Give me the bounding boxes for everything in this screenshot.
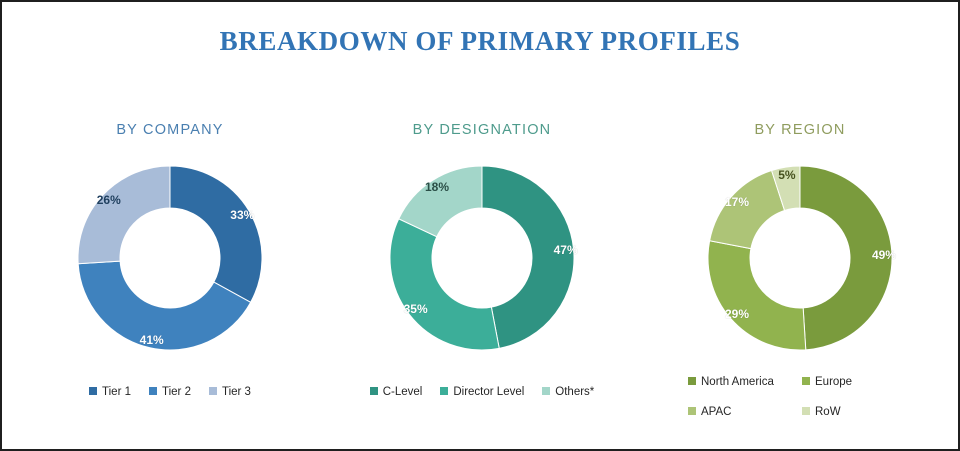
donut-slice[interactable] bbox=[709, 169, 786, 250]
legend-item[interactable]: Tier 1 bbox=[89, 382, 131, 404]
donut-slice[interactable] bbox=[77, 165, 171, 265]
legend-label: Tier 2 bbox=[162, 385, 191, 398]
legend-item[interactable]: RoW bbox=[802, 402, 912, 424]
legend-item[interactable]: Tier 2 bbox=[149, 382, 191, 404]
chart-title-by-region: BY REGION bbox=[754, 122, 846, 138]
legend-item[interactable]: APAC bbox=[688, 402, 798, 424]
legend-row: North America Europe bbox=[650, 368, 950, 398]
legend-by-region: North America Europe APAC RoW bbox=[650, 368, 950, 429]
donut-ring bbox=[389, 165, 575, 351]
legend-label: Tier 3 bbox=[221, 385, 251, 398]
chart-title-by-company: BY COMPANY bbox=[116, 122, 224, 138]
donut-ring bbox=[707, 165, 893, 351]
donut-slice[interactable] bbox=[389, 218, 500, 351]
legend-label: Others* bbox=[555, 385, 595, 398]
legend-swatch-icon bbox=[149, 386, 157, 395]
legend-label: Director Level bbox=[453, 385, 525, 398]
legend-item[interactable]: Others* bbox=[542, 382, 594, 404]
donut-chart-by-company[interactable]: 33% 41% 26% bbox=[72, 160, 268, 356]
donut-slice[interactable] bbox=[481, 165, 575, 349]
legend-swatch-icon bbox=[542, 386, 551, 395]
chart-title-by-designation: BY DESIGNATION bbox=[412, 122, 552, 138]
legend-label: C-Level bbox=[382, 385, 423, 398]
legend-by-company: Tier 1 Tier 2 Tier 3 bbox=[20, 378, 320, 408]
legend-row: Tier 1 Tier 2 Tier 3 bbox=[20, 378, 320, 408]
donut-slice[interactable] bbox=[169, 165, 263, 304]
legend-swatch-icon bbox=[89, 386, 98, 395]
legend-label: Tier 1 bbox=[102, 385, 131, 398]
legend-item[interactable]: Tier 3 bbox=[208, 382, 251, 404]
legend-label: RoW bbox=[815, 406, 841, 419]
legend-item[interactable]: North America bbox=[688, 372, 798, 394]
legend-label: North America bbox=[701, 375, 774, 388]
donut-slice[interactable] bbox=[77, 260, 252, 351]
legend-item[interactable]: Director Level bbox=[440, 382, 524, 404]
legend-swatch-icon bbox=[802, 407, 810, 416]
donut-slice[interactable] bbox=[707, 240, 807, 351]
legend-item[interactable]: C-Level bbox=[369, 382, 423, 404]
legend-swatch-icon bbox=[369, 386, 378, 395]
legend-swatch-icon bbox=[802, 376, 810, 385]
chart-panel-by-region: BY REGION 49% 29% 17% 5% North America Europ… bbox=[650, 122, 950, 422]
donut-ring bbox=[77, 165, 263, 351]
donut-slice[interactable] bbox=[799, 165, 893, 351]
chart-panel-by-designation: BY DESIGNATION 47% 35% 18% C-Level Director… bbox=[332, 122, 632, 422]
legend-row: APAC RoW bbox=[650, 398, 950, 428]
legend-row: C-Level Director Level Others* bbox=[332, 378, 632, 408]
donut-chart-by-region[interactable]: 49% 29% 17% 5% bbox=[702, 160, 898, 356]
legend-swatch-icon bbox=[688, 376, 696, 385]
donut-slice[interactable] bbox=[770, 165, 801, 212]
legend-swatch-icon bbox=[440, 386, 449, 395]
legend-label: APAC bbox=[701, 406, 732, 419]
donut-slice[interactable] bbox=[398, 165, 483, 238]
donut-chart-by-designation[interactable]: 47% 35% 18% bbox=[384, 160, 580, 356]
legend-by-designation: C-Level Director Level Others* bbox=[332, 378, 632, 408]
legend-item[interactable]: Europe bbox=[802, 372, 912, 394]
legend-swatch-icon bbox=[688, 407, 696, 416]
chart-panel-by-company: BY COMPANY 33% 41% 26% Tier 1 Tier 2 Tier 3 bbox=[20, 122, 320, 422]
legend-swatch-icon bbox=[208, 386, 217, 395]
legend-label: Europe bbox=[815, 375, 853, 388]
page-title: BREAKDOWN OF PRIMARY PROFILES bbox=[219, 26, 741, 56]
